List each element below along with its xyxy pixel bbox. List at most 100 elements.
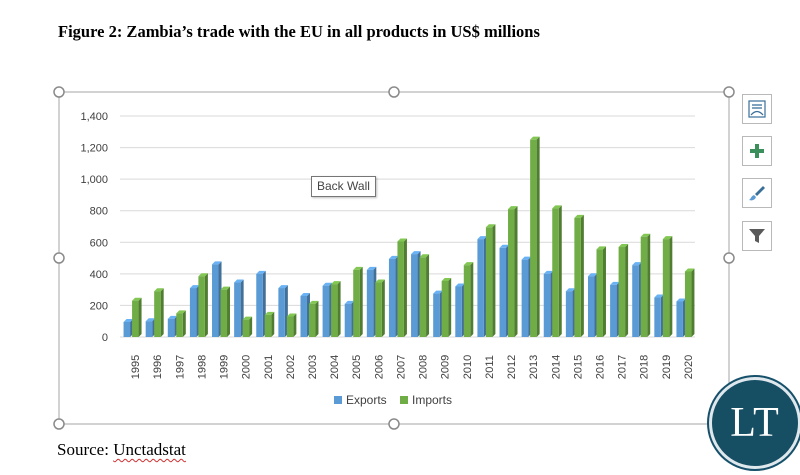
bar-imports-1996 [154,291,161,337]
bar-side [602,246,606,337]
bar-top [198,273,208,277]
bar-exports-2002 [278,288,285,337]
x-tick-label: 2003 [307,355,319,379]
bar-side [492,224,496,337]
chart-layout-icon [748,100,766,118]
bar-top [455,283,465,287]
bar-side [227,286,231,337]
bar-exports-2006 [366,269,374,337]
bar-imports-2009 [441,280,449,337]
bar-side [315,300,319,337]
bar-side [536,136,540,337]
x-axis-ticks: 1995 1996 1997 1998 1999 2000 2001 2002 2003 2004… [130,355,695,379]
chart-elements-button[interactable] [742,136,772,166]
bar-exports-1998 [189,288,197,337]
bar-top [676,298,686,302]
resize-handle[interactable] [53,86,65,98]
x-tick-label: 2018 [639,355,651,379]
bar-top [344,300,355,304]
resize-handle[interactable] [723,252,735,264]
bar-side [293,313,297,337]
bar-imports-2017 [618,247,626,337]
resize-handle[interactable] [53,418,65,430]
bar-top [521,256,532,260]
bar-exports-2010 [455,286,462,337]
bar-top [331,281,341,285]
x-tick-label: 2013 [528,355,540,379]
bar-imports-2008 [419,257,427,337]
x-tick-label: 1995 [130,355,142,379]
bar-imports-1997 [176,313,183,337]
x-tick-label: 2005 [351,355,363,379]
bar-top [220,286,231,290]
y-axis-ticks: 0 200 400 600 800 1,000 1,200 1,400 [80,111,108,344]
bar-imports-2006 [375,282,382,337]
bar-imports-2011 [485,227,493,337]
figure-title: Figure 2: Zambia’s trade with the EU in … [58,22,540,41]
bar-imports-2007 [397,241,404,337]
bar-top [300,292,310,296]
bar-exports-2007 [388,258,396,337]
bar-top [234,279,244,283]
resize-handle[interactable] [723,86,735,98]
bar-exports-2004 [322,285,330,337]
bar-top [264,311,275,315]
bar-imports-2013 [530,139,537,337]
bar-side [669,236,673,337]
bar-top [565,288,576,292]
bar-top [485,224,496,228]
bar-exports-2018 [632,265,639,337]
bar-top [543,270,554,274]
bar-top [654,294,664,298]
bar-imports-2020 [684,271,692,337]
y-tick-label: 600 [90,237,108,249]
bar-side [160,288,164,337]
bar-side [249,316,253,337]
x-tick-label: 2014 [550,355,562,379]
x-tick-label: 2017 [617,355,629,379]
bar-top [596,246,606,250]
bar-imports-2000 [242,319,250,337]
chart-layout-button[interactable] [742,94,772,124]
bar-exports-2005 [344,303,352,337]
bar-top [552,205,562,209]
bar-side [647,233,651,337]
y-tick-label: 1,200 [80,143,108,155]
chart-styles-button[interactable] [742,178,772,208]
legend-swatch [334,396,342,404]
x-tick-label: 2008 [418,355,430,379]
bar-top [499,244,510,248]
x-tick-label: 1997 [174,355,186,379]
bar-exports-2014 [543,273,551,337]
x-tick-label: 2010 [462,355,474,379]
bar-top [632,262,642,266]
plus-icon [750,144,764,158]
bar-side [448,277,452,337]
bar-imports-2012 [508,209,515,337]
source-name: Unctadstat [113,440,186,459]
x-tick-label: 2009 [440,355,452,379]
gridlines [120,115,695,338]
bar-top [256,270,266,274]
bar-top [286,313,297,317]
bar-top [242,316,253,320]
y-tick-label: 200 [90,300,108,312]
bar-side [204,273,208,337]
chart-filters-button[interactable] [742,221,772,251]
source-note: Source: Unctadstat [57,440,186,460]
resize-handle[interactable] [53,252,65,264]
bar-top [618,244,629,248]
bar-imports-2014 [552,208,559,337]
resize-handle[interactable] [388,86,400,98]
bar-top [419,254,430,258]
resize-handle[interactable] [388,418,400,430]
y-tick-label: 1,400 [80,111,108,123]
bar-side [691,268,695,337]
bar-top [308,300,319,304]
lt-logo: LT [712,380,798,466]
x-tick-label: 2004 [329,355,341,379]
logo-text: LT [730,400,780,446]
x-tick-label: 1998 [196,355,208,379]
bar-series [123,136,695,337]
